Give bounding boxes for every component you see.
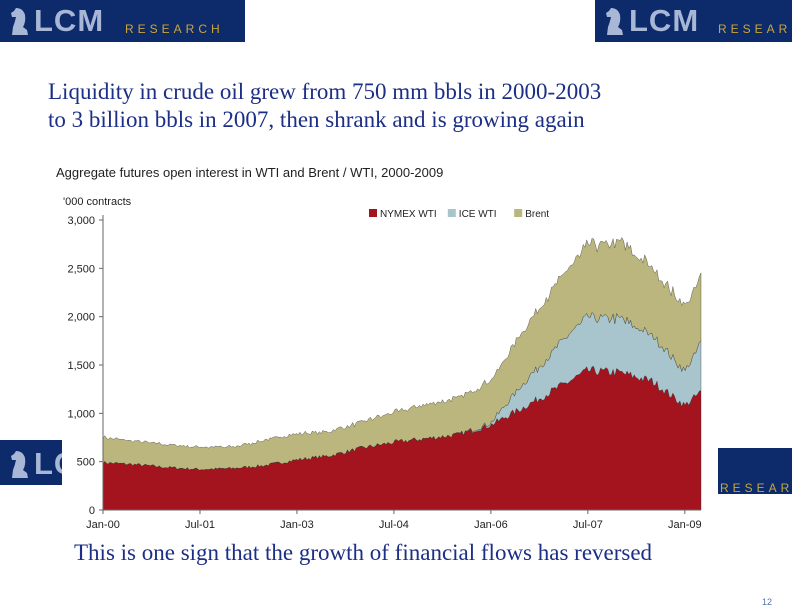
logo-text: LCM	[34, 3, 105, 38]
y-tick-label: 1,000	[67, 408, 95, 420]
logo-banner: RESEAR	[718, 448, 792, 494]
x-tick-label: Jan-00	[86, 519, 120, 531]
legend-label: ICE WTI	[459, 209, 497, 220]
y-tick-label: 1,500	[67, 360, 95, 372]
y-tick-label: 500	[77, 457, 95, 469]
x-tick-label: Jul-07	[573, 519, 603, 531]
y-tick-label: 3,000	[67, 215, 95, 227]
legend-swatch	[369, 209, 377, 217]
y-tick-label: 2,500	[67, 263, 95, 275]
y-unit-label: '000 contracts	[63, 196, 132, 208]
logo-subtitle: RESEARCH	[125, 22, 224, 36]
x-tick-label: Jul-01	[185, 519, 215, 531]
knight-icon	[11, 8, 28, 35]
x-tick-label: Jan-09	[668, 519, 702, 531]
logo-banner: LCM RESEAR	[595, 0, 792, 42]
legend-swatch	[447, 209, 456, 217]
y-tick-label: 0	[89, 505, 95, 517]
slide-title-line-1: Liquidity in crude oil grew from 750 mm …	[48, 79, 602, 104]
logo-text: LCM	[34, 446, 62, 481]
slide-title-line-2: to 3 billion bbls in 2007, then shrank a…	[48, 107, 585, 132]
x-tick-label: Jan-06	[474, 519, 508, 531]
knight-icon	[11, 451, 28, 478]
slide-title: Liquidity in crude oil grew from 750 mm …	[48, 78, 768, 134]
x-tick-label: Jul-04	[379, 519, 409, 531]
logo-banner: LCM	[0, 440, 62, 485]
logo-subtitle: RESEAR	[720, 481, 792, 494]
knight-icon	[606, 8, 623, 35]
slide-footer: This is one sign that the growth of fina…	[74, 540, 653, 565]
logo-banner: LCM RESEARCH	[0, 0, 245, 42]
logo-subtitle: RESEAR	[718, 22, 792, 36]
area-brent	[102, 237, 702, 471]
chart-subtitle: Aggregate futures open interest in WTI a…	[56, 165, 444, 180]
x-tick-label: Jan-03	[280, 519, 314, 531]
page-number: 12	[762, 597, 773, 607]
y-tick-label: 2,000	[67, 312, 95, 324]
legend-swatch	[514, 209, 523, 217]
logo-text: LCM	[629, 3, 700, 38]
open-interest-chart: '000 contracts 0 500 1,000 1,500 2,000 2,500 3,…	[63, 196, 702, 531]
legend-label: NYMEX WTI	[380, 209, 437, 220]
legend-label: Brent	[525, 209, 549, 220]
